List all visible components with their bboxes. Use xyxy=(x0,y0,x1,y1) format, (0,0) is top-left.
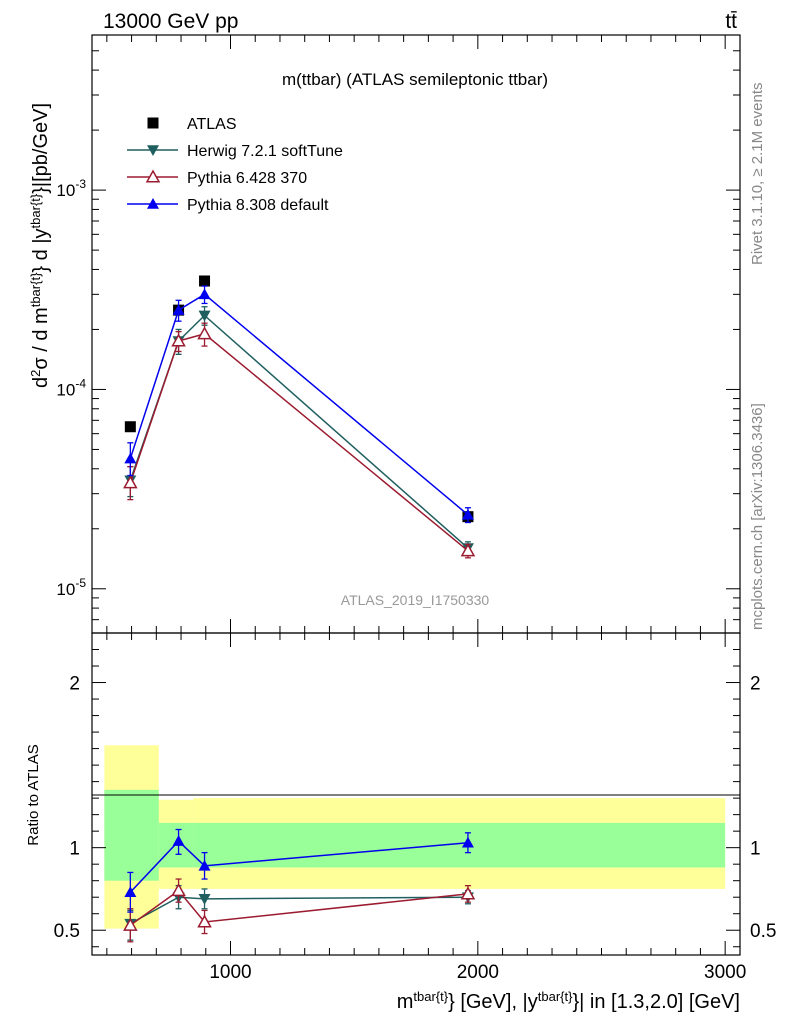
ratio-y-axis-label: Ratio to ATLAS xyxy=(25,744,42,845)
header-energy: 13000 GeV pp xyxy=(103,10,238,33)
series-line xyxy=(129,896,468,925)
inner-band xyxy=(193,822,726,868)
ratio-y-tick-label-left: 2 xyxy=(69,674,80,695)
main-axis-ticks: 10-5 10-4 10-3 xyxy=(56,34,740,634)
legend-marker xyxy=(147,117,159,129)
rivet-label: Rivet 3.1.10, ≥ 2.1M events xyxy=(749,83,766,266)
main-y-axis-label: d2σ / d mtbar{t}} d |ytbar{t}}|[pb/GeV] xyxy=(28,103,53,388)
ratio-series-layer xyxy=(123,828,476,943)
data-point xyxy=(123,475,138,489)
data-point xyxy=(172,304,185,315)
data-point xyxy=(124,421,136,433)
ratio-frame xyxy=(91,632,741,956)
main-series-3 xyxy=(124,285,474,524)
main-y-tick-label: 10-3 xyxy=(56,177,86,200)
data-point xyxy=(198,859,211,871)
ratio-series-2 xyxy=(124,828,474,913)
data-point xyxy=(198,310,211,322)
data-point xyxy=(198,288,211,300)
main-series-2 xyxy=(123,322,476,559)
ratio-y-tick-label-left: 0.5 xyxy=(54,921,80,942)
ratio-y-tick-label-right: 2 xyxy=(750,674,761,695)
ratio-y-tick-label-right: 1 xyxy=(750,839,761,860)
uncertainty-bands xyxy=(104,745,726,929)
series-line xyxy=(129,889,469,926)
mcplots-label: mcplots.cern.ch [arXiv:1306.3436] xyxy=(749,403,766,630)
svg-text:d2σ / d mtbar{t}} d |ytbar{t}}: d2σ / d mtbar{t}} d |ytbar{t}}|[pb/GeV] xyxy=(28,103,53,388)
inner-band xyxy=(104,789,159,881)
legend-marker xyxy=(147,145,159,156)
data-point xyxy=(123,917,138,931)
data-point xyxy=(172,835,185,846)
header-process: tt̄ xyxy=(725,10,737,33)
legend-marker xyxy=(145,169,161,183)
plot-title: m(ttbar) (ATLAS semileptonic ttbar) xyxy=(282,70,548,89)
data-point xyxy=(460,886,476,900)
data-point xyxy=(171,333,186,347)
ratio-series-1 xyxy=(123,878,476,943)
legend-label: Pythia 6.428 370 xyxy=(187,170,307,187)
ratio-axis-ticks: 0.5 0.5 1 1 2 2 1000 2000 3000 xyxy=(54,633,776,983)
data-point xyxy=(199,275,211,287)
series-line xyxy=(129,839,469,893)
main-y-tick-label: 10-5 xyxy=(56,576,86,599)
legend-label: Herwig 7.2.1 softTune xyxy=(187,143,343,160)
legend-marker xyxy=(147,198,159,209)
ratio-y-tick-label-left: 1 xyxy=(69,839,80,860)
legend: ATLAS Herwig 7.2.1 softTune Pythia 6.428 3… xyxy=(127,116,343,214)
main-y-tick-label: 10-4 xyxy=(56,376,86,399)
data-point xyxy=(461,836,474,848)
x-tick-label: 1000 xyxy=(209,962,251,983)
data-point xyxy=(461,508,474,520)
data-point xyxy=(198,894,211,905)
x-axis-label: mtbar{t}} [GeV], |ytbar{t}}| in [1.3,2.0… xyxy=(397,989,740,1014)
ratio-y-tick-label-right: 0.5 xyxy=(750,921,776,942)
data-point xyxy=(197,326,212,340)
x-tick-label: 3000 xyxy=(704,962,746,983)
legend-item: ATLAS xyxy=(147,116,237,133)
legend-item: Pythia 6.428 370 xyxy=(127,169,307,187)
main-series-layer xyxy=(123,275,476,559)
legend-label: ATLAS xyxy=(187,116,237,133)
series-line xyxy=(129,314,469,549)
legend-item: Pythia 8.308 default xyxy=(127,197,329,214)
series-line xyxy=(129,293,469,516)
data-point xyxy=(460,543,476,557)
series-line xyxy=(129,333,469,552)
data-point xyxy=(124,886,137,898)
x-tick-label: 2000 xyxy=(457,962,499,983)
data-point xyxy=(171,883,186,897)
main-panel: 10-5 10-4 10-3 m(ttbar) (ATLAS semileptoni… xyxy=(28,34,741,634)
legend-label: Pythia 8.308 default xyxy=(187,197,329,214)
ratio-panel: 0.5 0.5 1 1 2 2 1000 2000 3000 Ratio to ATLAS mt… xyxy=(25,632,776,1014)
data-point xyxy=(197,914,212,928)
data-point xyxy=(124,452,137,464)
analysis-watermark: ATLAS_2019_I1750330 xyxy=(341,592,490,608)
legend-item: Herwig 7.2.1 softTune xyxy=(127,143,343,160)
